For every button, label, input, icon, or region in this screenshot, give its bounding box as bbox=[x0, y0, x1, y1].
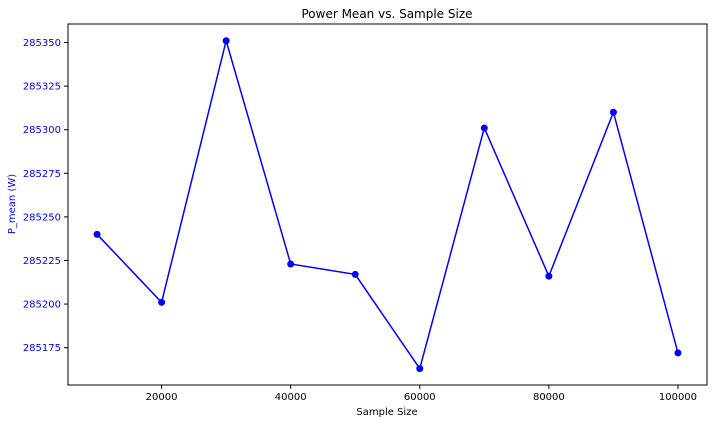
data-point bbox=[222, 37, 230, 45]
y-tick-label: 285250 bbox=[23, 212, 61, 223]
data-point bbox=[287, 260, 295, 268]
data-point bbox=[674, 349, 682, 357]
y-tick-label: 285325 bbox=[23, 82, 61, 93]
data-point bbox=[93, 230, 101, 238]
y-tick-label: 285200 bbox=[23, 300, 61, 311]
chart-title: Power Mean vs. Sample Size bbox=[301, 7, 472, 21]
data-point bbox=[416, 365, 424, 373]
x-tick-label: 40000 bbox=[275, 392, 307, 403]
y-axis-label: P_mean (W) bbox=[7, 174, 18, 234]
data-point bbox=[351, 270, 359, 278]
x-axis-ticks: 20000 40000 60000 80000 100000 bbox=[146, 385, 697, 403]
data-point bbox=[609, 108, 617, 116]
data-point bbox=[545, 272, 553, 280]
y-tick-label: 285275 bbox=[23, 169, 61, 180]
x-tick-label: 80000 bbox=[533, 392, 565, 403]
series-layer bbox=[93, 37, 682, 373]
y-tick-label: 285175 bbox=[23, 343, 61, 354]
y-tick-label: 285225 bbox=[23, 256, 61, 267]
y-axis-ticks: 285175 285200 285225 285250 285275 285300 2853… bbox=[23, 38, 68, 354]
y-tick-label: 285300 bbox=[23, 125, 61, 136]
x-tick-label: 60000 bbox=[404, 392, 436, 403]
series-line bbox=[96, 37, 679, 371]
x-tick-label: 20000 bbox=[146, 392, 178, 403]
y-tick-label: 285350 bbox=[23, 38, 61, 49]
x-axis-label: Sample Size bbox=[356, 407, 417, 418]
data-point bbox=[480, 124, 488, 132]
x-tick-label: 100000 bbox=[659, 392, 697, 403]
data-point bbox=[158, 298, 166, 306]
plot-area-frame bbox=[67, 23, 708, 386]
